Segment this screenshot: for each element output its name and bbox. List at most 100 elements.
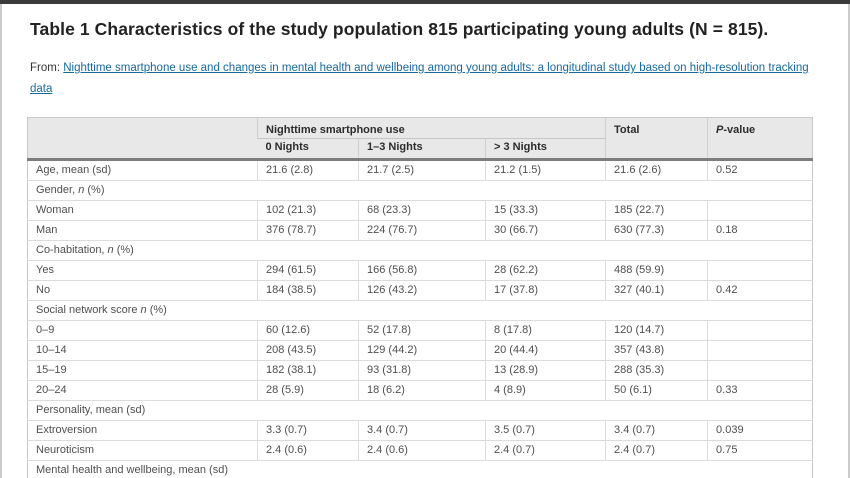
value-cell: 3.4 (0.7) (358, 420, 486, 441)
section-row: Gender, n (%) (27, 180, 813, 201)
value-cell: 18 (6.2) (358, 380, 486, 401)
table-row: 15–19 182 (38.1) 93 (31.8) 13 (28.9) 288 (35… (27, 360, 813, 381)
value-cell: 327 (40.1) (605, 280, 708, 301)
table-row: 0–9 60 (12.6) 52 (17.8) 8 (17.8) 120 (14.7) (27, 320, 813, 341)
row-label-cell: 0–9 (27, 320, 258, 341)
value-cell: 129 (44.2) (358, 340, 486, 361)
total-header-cell: Total (605, 117, 708, 161)
value-cell: 126 (43.2) (358, 280, 486, 301)
section-label-cell: Co-habitation, n (%) (27, 240, 813, 261)
value-cell: 0.33 (707, 380, 813, 401)
characteristics-table: Nighttime smartphone use Total P-value 0… (27, 117, 814, 478)
table-row: Age, mean (sd) 21.6 (2.8) 21.7 (2.5) 21.2 (… (27, 159, 813, 181)
section-row: Mental health and wellbeing, mean (sd) (27, 460, 813, 478)
value-cell: 185 (22.7) (605, 200, 708, 221)
value-cell: 0.18 (707, 220, 813, 241)
value-cell: 21.6 (2.6) (605, 159, 708, 181)
value-cell: 21.7 (2.5) (358, 159, 486, 181)
source-article-link[interactable]: Nighttime smartphone use and changes in … (30, 62, 809, 95)
row-label-cell: Man (27, 220, 258, 241)
value-cell: 120 (14.7) (605, 320, 708, 341)
value-cell: 3.3 (0.7) (257, 420, 359, 441)
table-header: Nighttime smartphone use Total P-value 0… (27, 117, 813, 161)
value-cell: 3.4 (0.7) (605, 420, 708, 441)
value-cell: 93 (31.8) (358, 360, 486, 381)
section-label-cell: Social network score n (%) (27, 300, 813, 321)
value-cell: 376 (78.7) (257, 220, 359, 241)
value-cell: 208 (43.5) (257, 340, 359, 361)
value-cell: 184 (38.5) (257, 280, 359, 301)
italic-n: n (140, 304, 147, 316)
row-label-cell: Extroversion (27, 420, 258, 441)
section-label-cell: Gender, n (%) (27, 180, 813, 201)
value-cell: 0.42 (707, 280, 813, 301)
value-cell: 30 (66.7) (484, 220, 606, 241)
italic-n: n (78, 184, 85, 196)
subheader-0-nights: 0 Nights (257, 138, 359, 161)
value-cell: 20 (44.4) (484, 340, 606, 361)
value-cell: 68 (23.3) (358, 200, 486, 221)
row-label-cell: 20–24 (27, 380, 258, 401)
value-cell: 21.2 (1.5) (484, 159, 606, 181)
window-top-edge (0, 0, 850, 4)
table-row: 20–24 28 (5.9) 18 (6.2) 4 (8.9) 50 (6.1) 0.33 (27, 380, 813, 401)
value-cell: 2.4 (0.6) (358, 440, 486, 461)
table-row: Neuroticism 2.4 (0.6) 2.4 (0.6) 2.4 (0.7) 2.… (27, 440, 813, 461)
value-cell (707, 200, 813, 221)
table-row: Woman 102 (21.3) 68 (23.3) 15 (33.3) 185 (22… (27, 200, 813, 221)
value-cell: 294 (61.5) (257, 260, 359, 281)
table-body: Age, mean (sd) 21.6 (2.8) 21.7 (2.5) 21.2 (… (27, 159, 813, 478)
table-row: No 184 (38.5) 126 (43.2) 17 (37.8) 327 (40.1… (27, 280, 813, 301)
row-label-cell: 15–19 (27, 360, 258, 381)
value-cell: 50 (6.1) (605, 380, 708, 401)
empty-header-cell (27, 117, 258, 161)
table-row: Man 376 (78.7) 224 (76.7) 30 (66.7) 630 (77.… (27, 220, 813, 241)
value-cell: 4 (8.9) (484, 380, 606, 401)
section-row: Co-habitation, n (%) (27, 240, 813, 261)
section-row: Personality, mean (sd) (27, 400, 813, 421)
group-header-cell: Nighttime smartphone use (256, 117, 606, 139)
section-label-cell: Mental health and wellbeing, mean (sd) (27, 460, 813, 478)
subheader-gt3-nights: > 3 Nights (484, 138, 606, 161)
table-row: 10–14 208 (43.5) 129 (44.2) 20 (44.4) 357 (4… (27, 340, 813, 361)
value-cell: 8 (17.8) (484, 320, 606, 341)
value-cell: 17 (37.8) (484, 280, 606, 301)
section-row: Social network score n (%) (27, 300, 813, 321)
section-label-cell: Personality, mean (sd) (27, 400, 813, 421)
table-title: Table 1 Characteristics of the study pop… (30, 19, 769, 39)
value-cell: 15 (33.3) (484, 200, 606, 221)
value-cell: 2.4 (0.7) (484, 440, 606, 461)
row-label-cell: No (27, 280, 258, 301)
pvalue-header-cell: P-value (707, 117, 813, 161)
value-cell: 182 (38.1) (257, 360, 359, 381)
value-cell: 52 (17.8) (358, 320, 486, 341)
italic-n: n (107, 244, 114, 256)
value-cell: 0.75 (707, 440, 813, 461)
value-cell (707, 360, 813, 381)
from-label: From: (30, 62, 64, 74)
value-cell: 60 (12.6) (257, 320, 359, 341)
row-label-cell: 10–14 (27, 340, 258, 361)
subheader-1-3-nights: 1–3 Nights (358, 138, 486, 161)
value-cell: 2.4 (0.6) (257, 440, 359, 461)
value-cell: 166 (56.8) (358, 260, 486, 281)
pvalue-italic-p: P (716, 124, 724, 136)
row-label-cell: Neuroticism (27, 440, 258, 461)
value-cell: 357 (43.8) (605, 340, 708, 361)
value-cell (707, 260, 813, 281)
value-cell: 28 (5.9) (257, 380, 359, 401)
value-cell: 288 (35.3) (605, 360, 708, 381)
row-label-cell: Yes (27, 260, 258, 281)
row-label-cell: Age, mean (sd) (27, 159, 258, 181)
value-cell: 3.5 (0.7) (484, 420, 606, 441)
table-row: Yes 294 (61.5) 166 (56.8) 28 (62.2) 488 (59.… (27, 260, 813, 281)
row-label-cell: Woman (27, 200, 258, 221)
value-cell (707, 320, 813, 341)
page-frame: Table 1 Characteristics of the study pop… (0, 4, 850, 478)
pvalue-rest: -value (723, 124, 756, 136)
value-cell: 102 (21.3) (257, 200, 359, 221)
source-line: From: Nighttime smartphone use and chang… (30, 58, 818, 100)
value-cell: 488 (59.9) (605, 260, 708, 281)
value-cell: 21.6 (2.8) (257, 159, 359, 181)
value-cell: 28 (62.2) (484, 260, 606, 281)
